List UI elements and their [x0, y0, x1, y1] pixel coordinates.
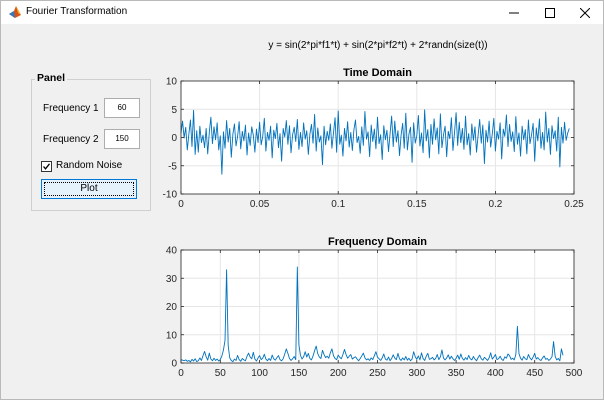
- freq-xtick-label: 300: [408, 368, 425, 379]
- time-ytick-label: -10: [163, 190, 178, 201]
- maximize-button[interactable]: [532, 1, 568, 24]
- time-xtick-label: 0.2: [488, 199, 502, 210]
- close-button[interactable]: [567, 1, 603, 24]
- frequency-2-label: Frequency 2: [43, 134, 99, 145]
- freq-ytick-label: 30: [166, 274, 178, 285]
- freq-ytick-label: 0: [171, 359, 177, 370]
- plot-button[interactable]: Plot: [41, 179, 137, 199]
- time-domain-chart: 0 0.05 0.1 0.15 0.2 0.25 -10 -5 0 5 10 Time Domain: [163, 67, 585, 210]
- random-noise-checkbox[interactable]: [41, 161, 52, 172]
- matlab-logo-icon: [9, 6, 21, 18]
- time-xtick-label: 0.25: [564, 199, 584, 210]
- freq-chart-title: Frequency Domain: [328, 236, 427, 248]
- time-series-line: [180, 109, 570, 175]
- freq-xtick-label: 400: [487, 368, 504, 379]
- time-ytick-label: 0: [171, 133, 177, 144]
- frequency-2-input[interactable]: 150: [104, 129, 140, 149]
- title-bar[interactable]: Fourier Transformation: [1, 1, 603, 24]
- maximize-icon: [545, 8, 555, 18]
- freq-xtick-label: 450: [526, 368, 543, 379]
- time-ytick-label: -5: [168, 161, 177, 172]
- time-ytick-label: 10: [166, 77, 178, 88]
- freq-xtick-label: 100: [251, 368, 268, 379]
- freq-series-line: [180, 266, 564, 363]
- freq-xtick-label: 50: [215, 368, 227, 379]
- freq-xtick-label: 200: [330, 368, 347, 379]
- time-chart-title: Time Domain: [343, 67, 412, 79]
- minimize-icon: [509, 12, 519, 14]
- freq-ytick-label: 20: [166, 302, 178, 313]
- freq-xtick-label: 500: [566, 368, 583, 379]
- window-title: Fourier Transformation: [26, 6, 128, 17]
- time-xtick-label: 0.05: [250, 199, 270, 210]
- time-xtick-label: 0.1: [331, 199, 345, 210]
- control-panel: [31, 79, 151, 211]
- time-xtick-label: 0: [178, 199, 184, 210]
- frequency-domain-chart: 0 50 100 150 200 250 300 350 400 450 500 0 10 20 30 40 F…: [166, 236, 583, 379]
- freq-xtick-label: 250: [369, 368, 386, 379]
- freq-xtick-label: 350: [448, 368, 465, 379]
- time-xtick-label: 0.15: [407, 199, 427, 210]
- close-icon: [580, 8, 590, 18]
- time-ytick-label: 5: [171, 105, 177, 116]
- freq-xtick-label: 150: [291, 368, 308, 379]
- minimize-button[interactable]: [496, 1, 532, 24]
- formula-text: y = sin(2*pi*f1*t) + sin(2*pi*f2*t) + 2*…: [268, 40, 488, 51]
- checkmark-icon: [43, 163, 51, 170]
- frequency-1-input[interactable]: 60: [104, 98, 140, 118]
- freq-xtick-label: 0: [178, 368, 184, 379]
- freq-ytick-label: 10: [166, 330, 178, 341]
- frequency-1-label: Frequency 1: [43, 103, 99, 114]
- panel-title: Panel: [35, 72, 68, 84]
- freq-ytick-label: 40: [166, 246, 178, 257]
- random-noise-label: Random Noise: [56, 160, 123, 171]
